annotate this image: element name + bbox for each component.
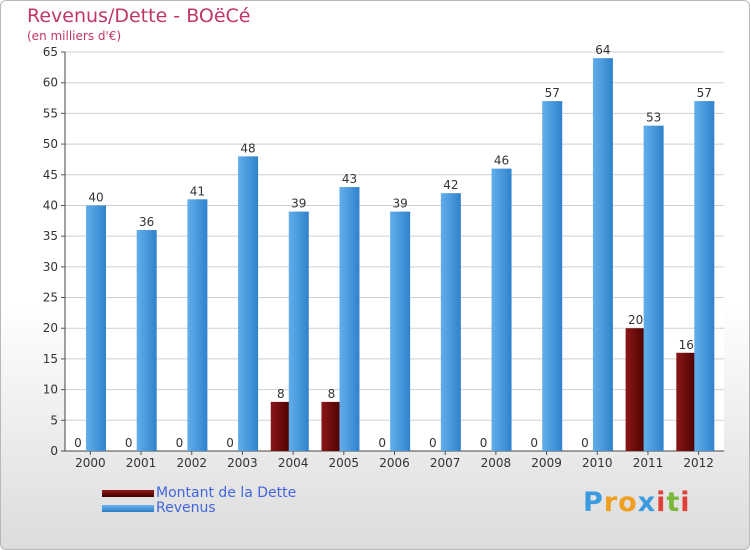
x-tick-label-2008: 2008 <box>481 456 512 470</box>
data-label-dette-2007: 0 <box>429 436 437 450</box>
x-tick-label-2001: 2001 <box>126 456 157 470</box>
bar-revenus-2008 <box>491 168 512 451</box>
data-label-revenus-2010: 64 <box>595 43 610 57</box>
data-label-dette-2006: 0 <box>378 436 386 450</box>
bar-dette-2005 <box>321 401 342 451</box>
y-tick-label: 50 <box>43 137 58 151</box>
data-label-dette-2000: 0 <box>74 436 82 450</box>
data-label-revenus-2006: 39 <box>393 197 408 211</box>
x-tick-label-2003: 2003 <box>227 456 258 470</box>
bar-revenus-2003 <box>238 156 259 451</box>
bar-dette-2012 <box>676 352 697 451</box>
bar-revenus-2005 <box>339 187 360 452</box>
x-tick-label-2007: 2007 <box>430 456 461 470</box>
logo-letter: r <box>603 487 619 518</box>
data-label-revenus-2009: 57 <box>545 86 560 100</box>
x-tick-label-2011: 2011 <box>633 456 664 470</box>
x-tick-label-2012: 2012 <box>683 456 714 470</box>
bar-dette-2004 <box>270 401 291 451</box>
data-label-dette-2005: 8 <box>328 387 336 401</box>
data-label-dette-2001: 0 <box>125 436 133 450</box>
logo-letter: t <box>666 487 681 518</box>
data-label-revenus-2012: 57 <box>697 86 712 100</box>
x-tick-label-2002: 2002 <box>176 456 207 470</box>
y-tick-label: 30 <box>43 260 58 274</box>
legend-swatch-revenus <box>102 505 154 512</box>
chart-title: Revenus/Dette - BOëCé <box>27 5 251 27</box>
logo-letter: i <box>656 487 667 518</box>
x-tick-label-2000: 2000 <box>75 456 106 470</box>
y-tick-label: 60 <box>43 76 58 90</box>
y-tick-label: 20 <box>43 321 58 335</box>
bar-revenus-2009 <box>542 101 563 451</box>
data-label-revenus-2001: 36 <box>139 215 154 229</box>
y-tick-label: 10 <box>43 383 58 397</box>
data-label-revenus-2000: 40 <box>88 190 103 204</box>
bar-revenus-2010 <box>592 58 613 452</box>
bar-revenus-2007 <box>440 193 461 451</box>
bar-dette-2011 <box>625 328 646 451</box>
bar-revenus-2004 <box>288 211 309 451</box>
bar-revenus-2002 <box>187 199 208 451</box>
y-tick-label: 0 <box>50 444 58 458</box>
bar-revenus-2001 <box>136 230 157 451</box>
x-tick-label-2004: 2004 <box>278 456 309 470</box>
data-label-dette-2010: 0 <box>581 436 589 450</box>
data-label-revenus-2002: 41 <box>190 184 205 198</box>
data-label-revenus-2004: 39 <box>291 197 306 211</box>
logo-letter: i <box>680 487 691 518</box>
bar-revenus-2000 <box>86 205 106 451</box>
x-tick-label-2005: 2005 <box>329 456 360 470</box>
data-label-revenus-2011: 53 <box>646 111 661 125</box>
logo-letter: o <box>618 487 638 518</box>
legend-swatch-dette <box>102 490 154 497</box>
legend-label-dette: Montant de la Dette <box>156 485 297 501</box>
data-label-revenus-2008: 46 <box>494 154 509 168</box>
data-label-revenus-2005: 43 <box>342 172 357 186</box>
y-tick-label: 65 <box>43 45 58 59</box>
logo-letter: P <box>583 487 604 518</box>
y-tick-label: 5 <box>50 413 58 427</box>
x-tick-label-2010: 2010 <box>582 456 613 470</box>
bar-revenus-2011 <box>643 125 664 452</box>
x-tick-label-2009: 2009 <box>531 456 562 470</box>
data-label-dette-2012: 16 <box>679 338 694 352</box>
y-tick-label: 25 <box>43 291 58 305</box>
legend-label-revenus: Revenus <box>156 500 216 516</box>
data-label-dette-2004: 8 <box>277 387 285 401</box>
y-tick-label: 45 <box>43 168 58 182</box>
data-label-dette-2002: 0 <box>176 436 184 450</box>
data-label-dette-2009: 0 <box>530 436 538 450</box>
data-label-dette-2003: 0 <box>226 436 234 450</box>
data-label-dette-2011: 20 <box>628 313 643 327</box>
proxiti-logo: Proxiti <box>583 487 691 518</box>
chart-subtitle: (en milliers d'€) <box>27 29 122 43</box>
data-label-revenus-2003: 48 <box>240 141 255 155</box>
bar-revenus-2012 <box>694 101 715 451</box>
bar-revenus-2006 <box>390 211 411 451</box>
data-label-dette-2008: 0 <box>480 436 488 450</box>
y-tick-label: 35 <box>43 229 58 243</box>
x-tick-label-2006: 2006 <box>379 456 410 470</box>
y-tick-label: 55 <box>43 106 58 120</box>
y-tick-label: 40 <box>43 198 58 212</box>
data-label-revenus-2007: 42 <box>443 178 458 192</box>
y-tick-label: 15 <box>43 352 58 366</box>
logo-letter: x <box>637 487 657 518</box>
